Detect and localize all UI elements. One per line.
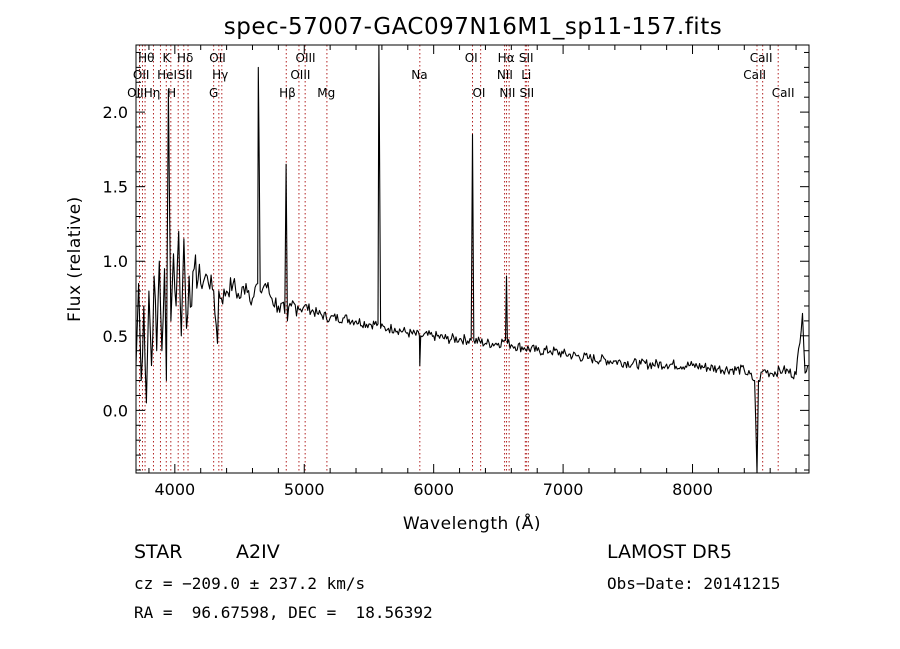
y-tick-label: 2.0 <box>103 103 128 122</box>
line-marker-label: SII <box>520 86 535 100</box>
chart-title: spec-57007-GAC097N16M1_sp11-157.fits <box>224 14 722 40</box>
line-marker-label: Hθ <box>138 51 154 65</box>
line-markers <box>138 45 779 473</box>
line-marker-label: Li <box>521 68 531 82</box>
line-marker-label: SII <box>178 68 193 82</box>
line-marker-label: K <box>162 51 171 65</box>
line-marker-label: NII <box>499 86 515 100</box>
spectrum-line <box>135 44 809 474</box>
x-tick-label: 5000 <box>284 480 325 499</box>
line-marker-label: HeI <box>157 68 177 82</box>
line-marker-label: OII <box>209 51 226 65</box>
line-marker-label: H <box>167 86 176 100</box>
line-marker-label: Hα <box>498 51 515 65</box>
object-class: STAR <box>134 541 183 563</box>
line-marker-label: CaII <box>750 51 773 65</box>
y-axis-label: Flux (relative) <box>65 196 85 322</box>
object-subclass: A2IV <box>236 541 280 563</box>
line-marker-label: CaII <box>772 86 795 100</box>
x-tick-label: 6000 <box>413 480 454 499</box>
redshift-cz: cz = −209.0 ± 237.2 km/s <box>134 574 366 593</box>
x-tick-label: 8000 <box>672 480 713 499</box>
line-marker-label: OIII <box>296 51 316 65</box>
x-axis-label: Wavelength (Å) <box>403 512 541 534</box>
line-marker-label: Hγ <box>212 68 228 82</box>
line-marker-label: Mg <box>317 86 335 100</box>
line-marker-label: SII <box>519 51 534 65</box>
line-marker-label: CaII <box>743 68 766 82</box>
spectrum-series <box>135 44 809 474</box>
y-tick-label: 1.5 <box>103 178 128 197</box>
line-marker-label: Hδ <box>177 51 193 65</box>
line-marker-label: NII <box>497 68 513 82</box>
line-marker-label: OIII <box>290 68 310 82</box>
line-marker-label: OI <box>465 51 478 65</box>
x-axis: 4000 5000 6000 7000 8000 <box>148 45 797 499</box>
line-marker-label: Hβ <box>279 86 296 100</box>
line-marker-label: OII <box>133 68 150 82</box>
y-tick-label: 0.0 <box>103 401 128 420</box>
line-marker-label: Na <box>411 68 427 82</box>
survey-label: LAMOST DR5 <box>607 541 732 563</box>
y-axis: 0.0 0.5 1.0 1.5 2.0 <box>103 51 809 471</box>
observation-date: Obs−Date: 20141215 <box>607 574 781 593</box>
y-tick-label: 0.5 <box>103 327 128 346</box>
y-tick-label: 1.0 <box>103 252 128 271</box>
x-tick-label: 7000 <box>543 480 584 499</box>
line-marker-label: OIIHη <box>127 86 160 100</box>
line-marker-label: OI <box>472 86 485 100</box>
x-tick-label: 4000 <box>154 480 195 499</box>
line-marker-label: G <box>209 86 218 100</box>
coordinates: RA = 96.67598, DEC = 18.56392 <box>134 603 433 622</box>
plot-frame <box>135 44 810 474</box>
